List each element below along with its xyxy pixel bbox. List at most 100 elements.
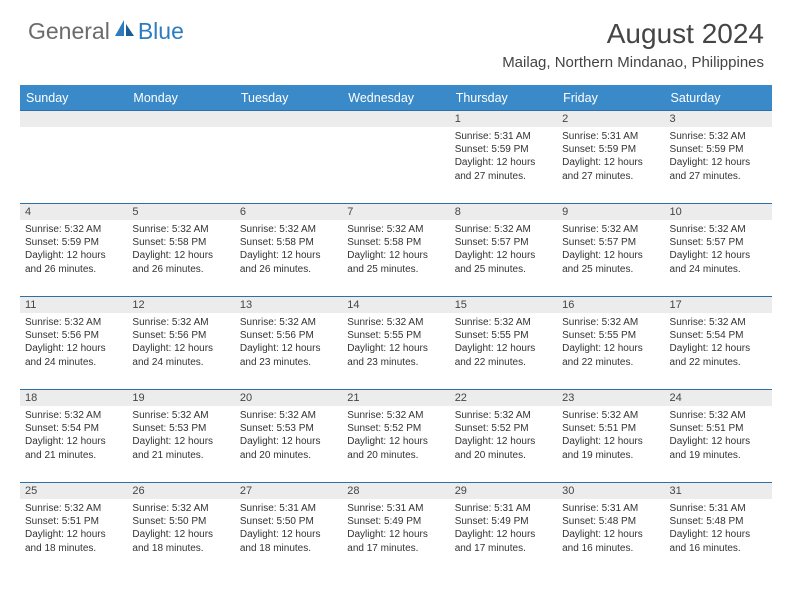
daylight-text: Daylight: 12 hours and 25 minutes. bbox=[347, 249, 444, 275]
day-number: 4 bbox=[20, 204, 127, 220]
calendar-day-cell: 29 Sunrise: 5:31 AMSunset: 5:49 PMDayligh… bbox=[450, 483, 557, 576]
day-number: 28 bbox=[342, 483, 449, 499]
day-details: Sunrise: 5:32 AMSunset: 5:58 PMDaylight:… bbox=[342, 220, 449, 280]
sunrise-text: Sunrise: 5:31 AM bbox=[455, 130, 552, 143]
day-details: Sunrise: 5:32 AMSunset: 5:53 PMDaylight:… bbox=[127, 406, 234, 466]
daylight-text: Daylight: 12 hours and 16 minutes. bbox=[670, 528, 767, 554]
logo-sail-icon bbox=[114, 19, 136, 44]
sunset-text: Sunset: 5:56 PM bbox=[240, 329, 337, 342]
sunset-text: Sunset: 5:50 PM bbox=[132, 515, 229, 528]
sunset-text: Sunset: 5:52 PM bbox=[455, 422, 552, 435]
sunset-text: Sunset: 5:51 PM bbox=[562, 422, 659, 435]
day-number: 25 bbox=[20, 483, 127, 499]
calendar-day-cell: 1Sunrise: 5:31 AMSunset: 5:59 PMDaylight… bbox=[450, 111, 557, 204]
day-number: 12 bbox=[127, 297, 234, 313]
day-details: Sunrise: 5:32 AMSunset: 5:54 PMDaylight:… bbox=[665, 313, 772, 373]
calendar-day-cell: 22Sunrise: 5:32 AMSunset: 5:52 PMDayligh… bbox=[450, 390, 557, 483]
day-number: 27 bbox=[235, 483, 342, 499]
day-number bbox=[127, 111, 234, 127]
day-number: 29 bbox=[450, 483, 557, 499]
sunset-text: Sunset: 5:49 PM bbox=[455, 515, 552, 528]
daylight-text: Daylight: 12 hours and 22 minutes. bbox=[670, 342, 767, 368]
sunset-text: Sunset: 5:58 PM bbox=[132, 236, 229, 249]
daylight-text: Daylight: 12 hours and 27 minutes. bbox=[455, 156, 552, 182]
page-header: General Blue August 2024 Mailag, Norther… bbox=[0, 0, 792, 79]
sunrise-text: Sunrise: 5:32 AM bbox=[670, 316, 767, 329]
day-details: Sunrise: 5:32 AMSunset: 5:57 PMDaylight:… bbox=[450, 220, 557, 280]
sunrise-text: Sunrise: 5:32 AM bbox=[25, 409, 122, 422]
day-number: 30 bbox=[557, 483, 664, 499]
day-details: Sunrise: 5:31 AMSunset: 5:49 PMDaylight:… bbox=[342, 499, 449, 559]
month-title: August 2024 bbox=[502, 18, 764, 50]
calendar-day-cell: 15Sunrise: 5:32 AMSunset: 5:55 PMDayligh… bbox=[450, 297, 557, 390]
sunset-text: Sunset: 5:58 PM bbox=[347, 236, 444, 249]
daylight-text: Daylight: 12 hours and 27 minutes. bbox=[670, 156, 767, 182]
sunrise-text: Sunrise: 5:31 AM bbox=[670, 502, 767, 515]
calendar-day-cell: 30Sunrise: 5:31 AMSunset: 5:48 PMDayligh… bbox=[557, 483, 664, 576]
daylight-text: Daylight: 12 hours and 16 minutes. bbox=[562, 528, 659, 554]
day-number: 24 bbox=[665, 390, 772, 406]
sunrise-text: Sunrise: 5:32 AM bbox=[670, 223, 767, 236]
day-details: Sunrise: 5:32 AMSunset: 5:52 PMDaylight:… bbox=[450, 406, 557, 466]
daylight-text: Daylight: 12 hours and 21 minutes. bbox=[132, 435, 229, 461]
calendar-day-cell: 18Sunrise: 5:32 AMSunset: 5:54 PMDayligh… bbox=[20, 390, 127, 483]
day-number: 19 bbox=[127, 390, 234, 406]
sunrise-text: Sunrise: 5:32 AM bbox=[240, 316, 337, 329]
day-details: Sunrise: 5:32 AMSunset: 5:56 PMDaylight:… bbox=[20, 313, 127, 373]
day-details bbox=[235, 127, 342, 134]
day-details: Sunrise: 5:32 AMSunset: 5:54 PMDaylight:… bbox=[20, 406, 127, 466]
calendar-day-cell bbox=[20, 111, 127, 204]
sunset-text: Sunset: 5:55 PM bbox=[562, 329, 659, 342]
day-number: 2 bbox=[557, 111, 664, 127]
sunrise-text: Sunrise: 5:32 AM bbox=[455, 316, 552, 329]
day-number: 9 bbox=[557, 204, 664, 220]
sunrise-text: Sunrise: 5:32 AM bbox=[132, 409, 229, 422]
day-number: 22 bbox=[450, 390, 557, 406]
calendar-day-cell: 3Sunrise: 5:32 AMSunset: 5:59 PMDaylight… bbox=[665, 111, 772, 204]
title-block: August 2024 Mailag, Northern Mindanao, P… bbox=[502, 18, 764, 71]
weekday-header-row: Sunday Monday Tuesday Wednesday Thursday… bbox=[20, 86, 772, 111]
daylight-text: Daylight: 12 hours and 19 minutes. bbox=[562, 435, 659, 461]
sunrise-text: Sunrise: 5:32 AM bbox=[347, 223, 444, 236]
day-details: Sunrise: 5:32 AMSunset: 5:55 PMDaylight:… bbox=[450, 313, 557, 373]
daylight-text: Daylight: 12 hours and 18 minutes. bbox=[132, 528, 229, 554]
sunrise-text: Sunrise: 5:31 AM bbox=[455, 502, 552, 515]
day-number: 23 bbox=[557, 390, 664, 406]
day-details: Sunrise: 5:32 AMSunset: 5:58 PMDaylight:… bbox=[127, 220, 234, 280]
calendar-day-cell: 11Sunrise: 5:32 AMSunset: 5:56 PMDayligh… bbox=[20, 297, 127, 390]
daylight-text: Daylight: 12 hours and 21 minutes. bbox=[25, 435, 122, 461]
day-number: 16 bbox=[557, 297, 664, 313]
day-details: Sunrise: 5:32 AMSunset: 5:53 PMDaylight:… bbox=[235, 406, 342, 466]
day-number: 31 bbox=[665, 483, 772, 499]
sunrise-text: Sunrise: 5:32 AM bbox=[562, 223, 659, 236]
calendar-day-cell: 4Sunrise: 5:32 AMSunset: 5:59 PMDaylight… bbox=[20, 204, 127, 297]
daylight-text: Daylight: 12 hours and 17 minutes. bbox=[455, 528, 552, 554]
day-number: 17 bbox=[665, 297, 772, 313]
daylight-text: Daylight: 12 hours and 26 minutes. bbox=[132, 249, 229, 275]
calendar-day-cell: 20Sunrise: 5:32 AMSunset: 5:53 PMDayligh… bbox=[235, 390, 342, 483]
daylight-text: Daylight: 12 hours and 22 minutes. bbox=[455, 342, 552, 368]
sunset-text: Sunset: 5:58 PM bbox=[240, 236, 337, 249]
sunset-text: Sunset: 5:57 PM bbox=[670, 236, 767, 249]
day-details: Sunrise: 5:31 AMSunset: 5:59 PMDaylight:… bbox=[557, 127, 664, 187]
day-details: Sunrise: 5:32 AMSunset: 5:55 PMDaylight:… bbox=[342, 313, 449, 373]
calendar-day-cell: 7Sunrise: 5:32 AMSunset: 5:58 PMDaylight… bbox=[342, 204, 449, 297]
calendar-day-cell bbox=[127, 111, 234, 204]
sunrise-text: Sunrise: 5:32 AM bbox=[25, 223, 122, 236]
day-number bbox=[235, 111, 342, 127]
daylight-text: Daylight: 12 hours and 17 minutes. bbox=[347, 528, 444, 554]
daylight-text: Daylight: 12 hours and 22 minutes. bbox=[562, 342, 659, 368]
day-details: Sunrise: 5:32 AMSunset: 5:59 PMDaylight:… bbox=[20, 220, 127, 280]
sunset-text: Sunset: 5:57 PM bbox=[562, 236, 659, 249]
sunrise-text: Sunrise: 5:32 AM bbox=[240, 223, 337, 236]
sunrise-text: Sunrise: 5:32 AM bbox=[132, 223, 229, 236]
day-details: Sunrise: 5:32 AMSunset: 5:51 PMDaylight:… bbox=[20, 499, 127, 559]
calendar-week-row: 4Sunrise: 5:32 AMSunset: 5:59 PMDaylight… bbox=[20, 204, 772, 297]
day-number: 26 bbox=[127, 483, 234, 499]
sunrise-text: Sunrise: 5:31 AM bbox=[347, 502, 444, 515]
sunrise-text: Sunrise: 5:32 AM bbox=[562, 316, 659, 329]
calendar-day-cell: 10Sunrise: 5:32 AMSunset: 5:57 PMDayligh… bbox=[665, 204, 772, 297]
day-details: Sunrise: 5:32 AMSunset: 5:59 PMDaylight:… bbox=[665, 127, 772, 187]
sunset-text: Sunset: 5:53 PM bbox=[240, 422, 337, 435]
calendar-day-cell: 5Sunrise: 5:32 AMSunset: 5:58 PMDaylight… bbox=[127, 204, 234, 297]
